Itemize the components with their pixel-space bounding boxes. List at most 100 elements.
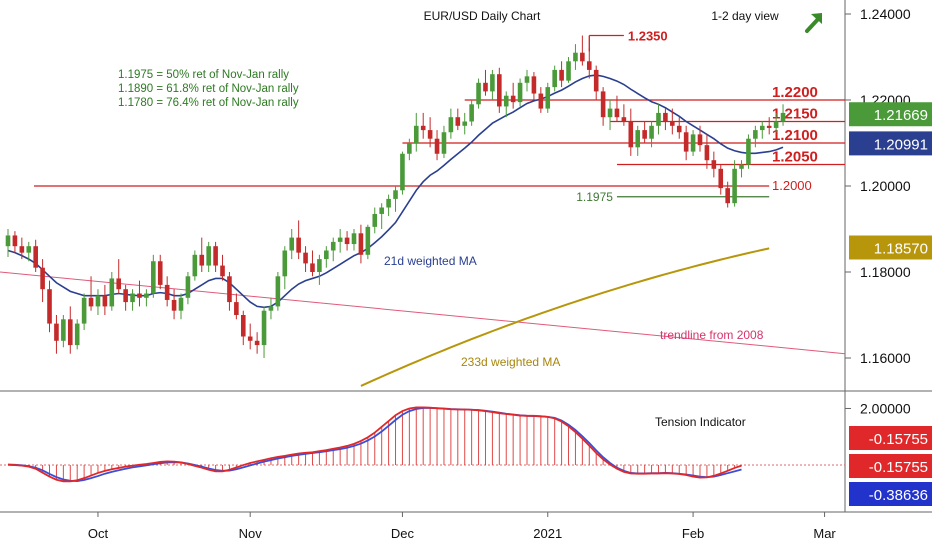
candle-body [26,246,32,253]
candle-body [739,164,744,169]
candle-body [559,69,564,81]
candle-body [586,61,592,70]
candle-body [455,117,461,126]
trendline-from-2008 [0,271,846,355]
x-tick-label: Dec [391,526,415,541]
candle-body [123,289,128,303]
candle-body [503,95,509,107]
candle-body [753,130,758,139]
candle-body [766,125,772,128]
up-right-arrow-icon [805,13,822,33]
ma21-line [7,74,784,309]
candle-body [227,276,232,303]
osc-badge-1-bg [849,426,932,450]
candle-body [88,297,94,307]
candle-body [261,310,267,346]
candle-body [621,117,627,122]
candle-body [552,69,557,88]
candle-body [365,226,371,255]
x-tick-label: Feb [682,526,704,541]
trendline-segment [0,271,846,355]
osc-badge-2: -0.15755 [869,459,928,476]
candle-body [344,237,350,245]
axes: Oct Nov Dec 2021 Feb Mar1.240001.220001.20000… [88,6,911,541]
candle-body [130,293,135,303]
ma21-label: 21d weighted MA [384,254,477,268]
price-badge-ma21: 1.20991 [874,136,928,153]
candle-body [573,52,578,62]
candle-body [704,145,710,161]
candle-body [642,130,647,139]
oscillator-title: Tension Indicator [655,415,746,429]
price-badge-ma233-bg [849,235,932,260]
candle-body [213,246,218,266]
candle-body [420,125,426,131]
candle-body [780,112,786,122]
view-label: 1-2 day view [711,9,779,23]
candle-body [649,125,654,139]
level-label: 1.2150 [772,106,818,123]
candle-body [12,235,18,247]
candle-body [448,117,454,133]
candle-body [607,108,613,118]
level-label: 1.2000 [772,178,812,193]
candle-body [247,336,253,341]
candle-body [116,278,122,290]
price-badge-ma21-bg [849,131,932,156]
candle-body [614,108,620,118]
candle-body [282,250,288,277]
candle-body [628,121,634,148]
candle-body [483,82,488,92]
candle-body [317,259,322,272]
candle-body [171,299,177,311]
candle-body [670,121,675,126]
candle-body [54,323,59,341]
candle-body [330,241,336,251]
fib-note-618: 1.1890 = 61.8% ret of Nov-Jan rally [118,83,299,95]
candle-body [67,319,73,346]
tension-indicator [0,406,845,483]
y-tick-label: 1.20000 [860,178,911,194]
candle-body [351,233,357,245]
candle-body [310,263,315,272]
fib-note-764: 1.1780 = 76.4% ret of Nov-Jan rally [118,97,299,109]
x-tick-label: 2021 [533,526,562,541]
candle-body [81,297,87,324]
ma233-line [360,247,770,387]
candle-body [524,76,530,83]
candle-body [33,246,38,268]
candle-body [538,93,544,109]
candle-body [137,293,142,298]
candle-body [144,293,149,298]
osc-badge-3: -0.38636 [869,487,928,504]
candle-body [690,134,696,152]
candle-body [164,284,170,300]
candle-body [469,104,474,122]
candle-body [5,235,11,247]
candle-body [95,295,101,307]
candle-body [206,246,211,266]
candle-body [711,160,717,169]
candle-body [683,132,689,152]
candle-body [759,125,765,131]
candle-body [407,143,412,154]
price-badge-last-bg [849,102,932,127]
chart-title: EUR/USD Daily Chart [424,9,541,23]
candle-body [199,254,205,266]
candle-body [462,121,468,126]
candle-body [358,233,364,255]
candle-body [732,168,737,204]
fib-note-50: 1.1975 = 50% ret of Nov-Jan rally [118,69,289,81]
candle-body [151,261,156,294]
candle-body [400,153,405,191]
candle-body [19,246,25,253]
ma21-path [7,74,784,309]
candle-body [725,188,730,204]
candle-body [697,134,703,146]
candle-body [47,289,52,324]
osc-badge-3-bg [849,482,932,506]
candle-body [663,112,668,122]
candle-body [275,276,281,307]
candle-body [593,69,599,92]
candle-body [497,74,502,107]
